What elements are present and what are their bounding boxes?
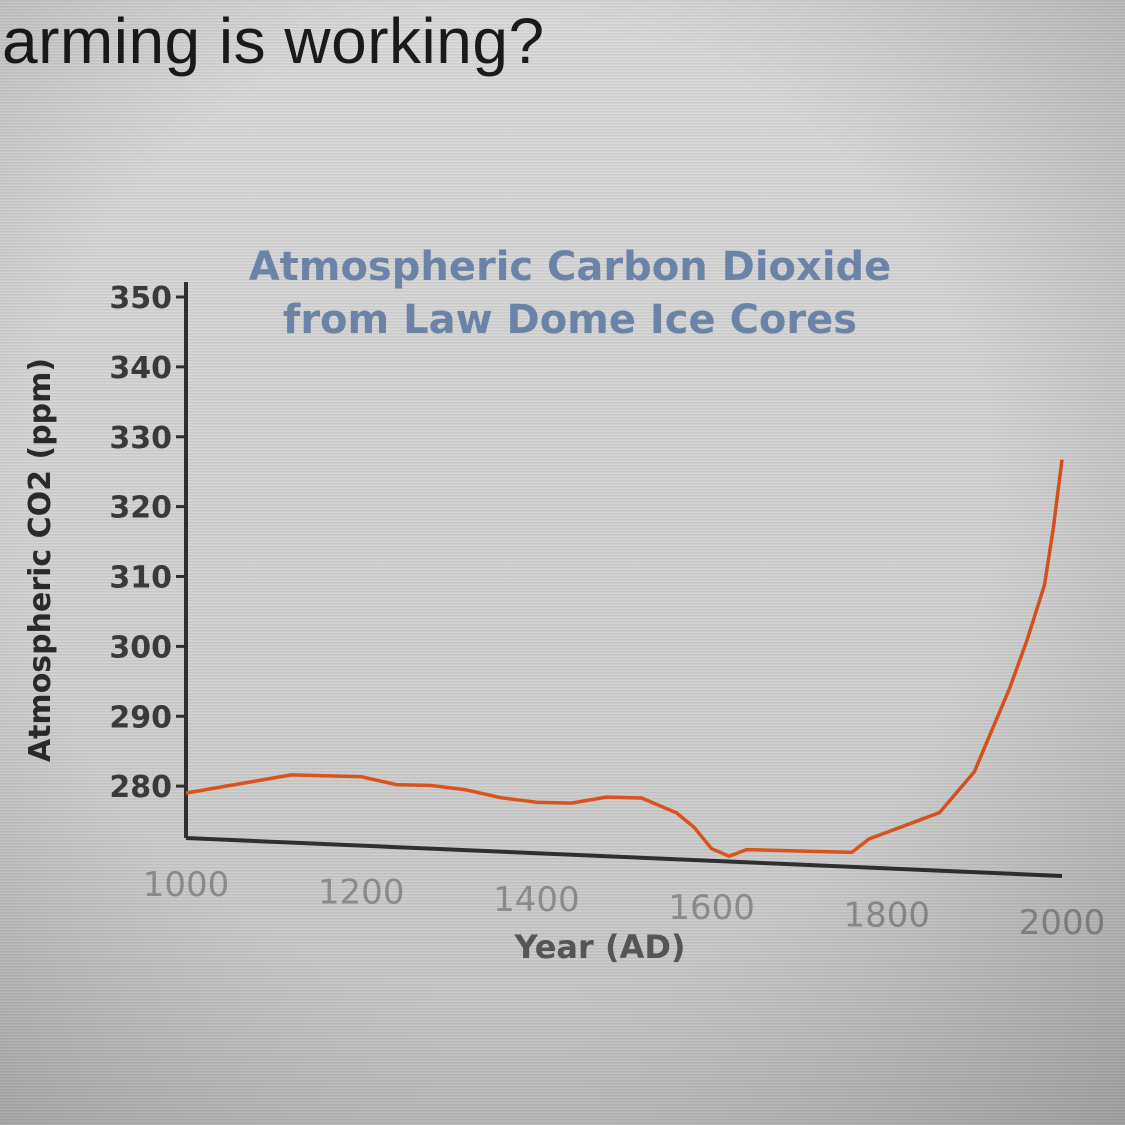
y-tick-label: 300 bbox=[109, 630, 172, 665]
y-tick-label: 280 bbox=[109, 770, 172, 805]
chart-title: Atmospheric Carbon Dioxide bbox=[249, 244, 892, 290]
x-tick-label: 2000 bbox=[1019, 903, 1106, 943]
x-tick-label: 1400 bbox=[493, 880, 580, 920]
y-tick-label: 320 bbox=[109, 491, 172, 526]
y-tick-group: 350 340 330 320 310 300 290 280 bbox=[109, 281, 186, 805]
y-tick-label: 350 bbox=[109, 281, 172, 316]
x-tick-label: 1200 bbox=[318, 873, 405, 913]
chart-subtitle: from Law Dome Ice Cores bbox=[283, 297, 857, 343]
x-axis-line bbox=[185, 836, 1063, 878]
co2-series-line bbox=[185, 459, 1064, 858]
y-tick-label: 340 bbox=[109, 351, 172, 386]
y-axis-label: Atmospheric CO2 (ppm) bbox=[23, 358, 58, 762]
x-tick-group: 1000 1200 1400 1600 1800 2000 bbox=[143, 865, 1106, 943]
x-axis-label: Year (AD) bbox=[513, 928, 685, 966]
y-tick-label: 330 bbox=[109, 421, 172, 456]
y-tick-label: 290 bbox=[109, 700, 172, 735]
x-tick-label: 1000 bbox=[143, 865, 230, 905]
x-tick-label: 1600 bbox=[668, 888, 755, 928]
x-tick-label: 1800 bbox=[844, 895, 931, 935]
y-tick-label: 310 bbox=[109, 561, 172, 596]
question-text: arming is working? bbox=[2, 5, 545, 77]
